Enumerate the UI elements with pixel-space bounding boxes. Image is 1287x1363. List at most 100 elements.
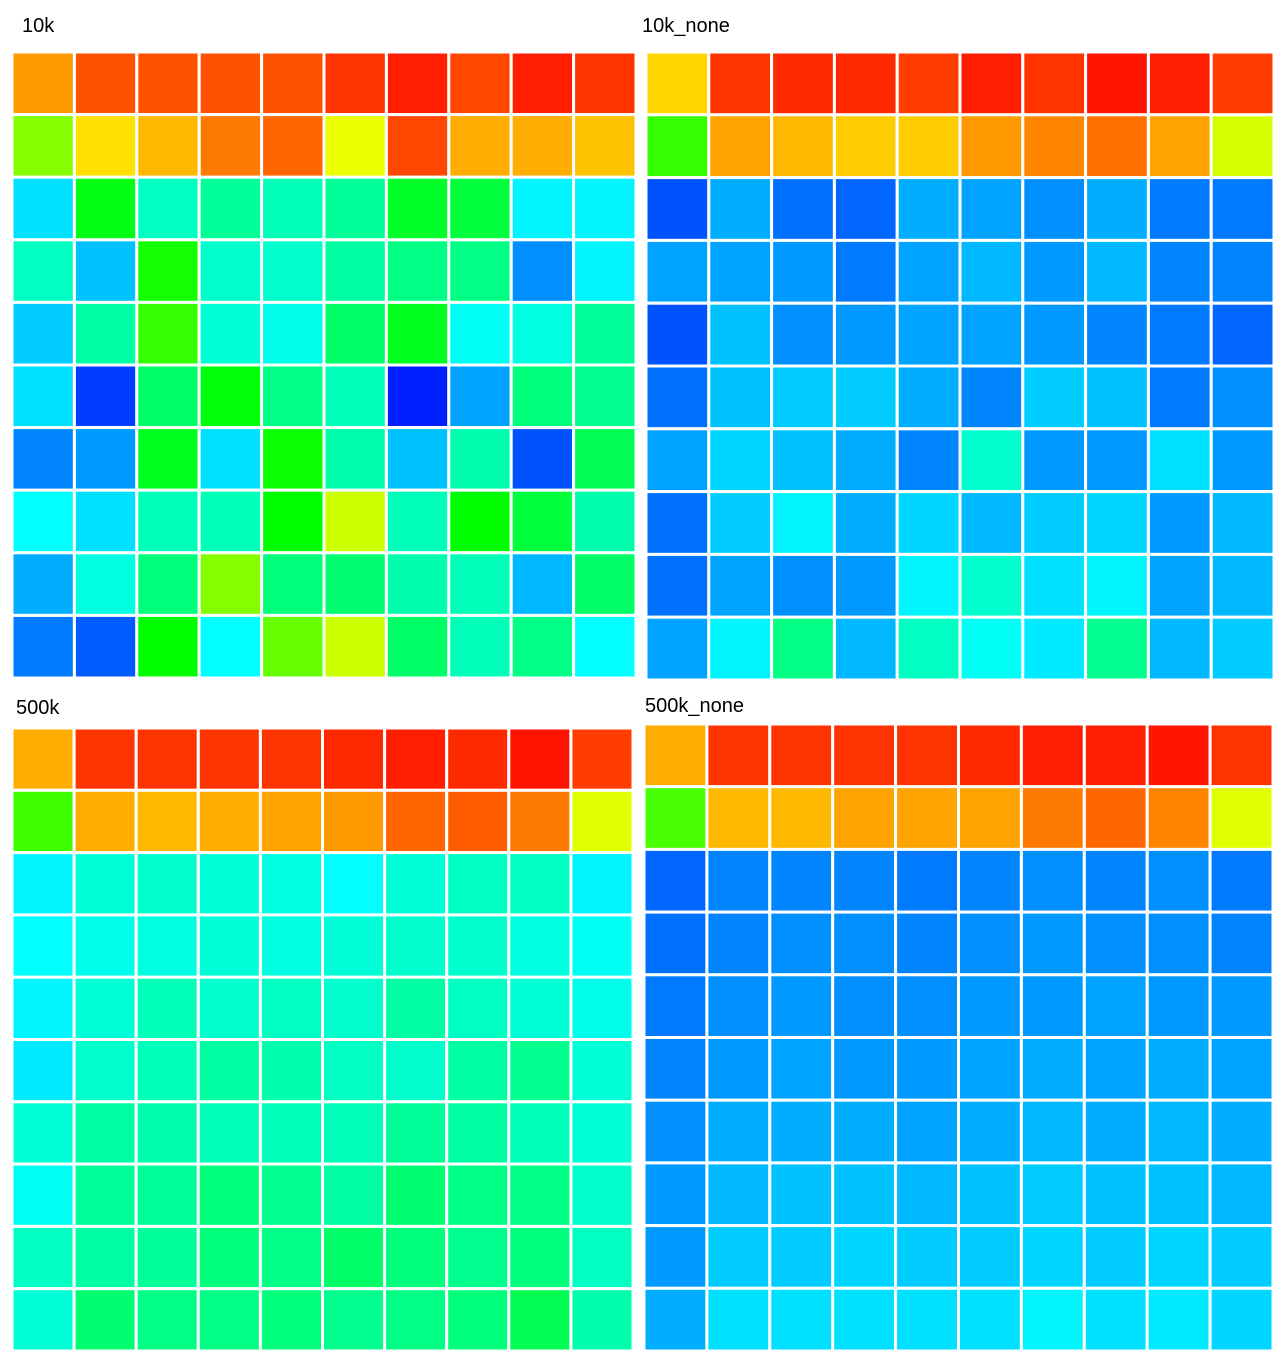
heatmap-cell [895,301,962,368]
heatmap-cell [507,1100,573,1166]
heatmap-cell [447,238,513,304]
heatmap-cell [134,1224,200,1291]
heatmap-cell [383,851,449,917]
heatmap-cell [196,1038,262,1104]
heatmap-cell [705,722,772,789]
heatmap-cell [1019,785,1086,851]
heatmap-cell [831,722,898,789]
panel-title: 10k_none [642,15,730,37]
heatmap-cell [642,785,709,851]
heatmap-cell [1209,301,1276,368]
heatmap-cell [1019,847,1086,914]
heatmap-cell [642,1098,709,1165]
heatmap-cell [322,613,388,680]
heatmap-cell [509,175,576,242]
heatmap-cell [135,300,201,367]
heatmap-cell [383,1100,449,1166]
heatmap-cell [134,1100,200,1166]
heatmap-cell [509,113,576,179]
heatmap-cell [384,363,451,430]
heatmap-cell [1209,364,1276,431]
heatmap-cell [447,113,513,179]
heatmap-cell [770,364,836,431]
heatmap-cell [832,238,899,305]
heatmap-cell [72,788,138,855]
heatmap-cell [321,1224,387,1291]
heatmap-cell [1208,910,1275,977]
heatmap-cell [1146,364,1213,431]
heatmap-cell [1146,113,1213,180]
heatmap-cell [507,913,573,979]
heatmap-cell [260,113,326,179]
heatmap-cell [10,426,76,492]
heatmap-cell [445,1287,511,1353]
heatmap-cell [1208,1036,1275,1102]
heatmap-cell [1082,1036,1149,1102]
heatmap-cell [1021,364,1088,431]
heatmap-cell [445,726,511,792]
heatmap-cell [957,1286,1023,1353]
heatmap-cell [1146,301,1213,368]
heatmap-cell [642,847,709,914]
heatmap-cell [10,300,76,367]
heatmap-cell [72,1224,138,1291]
heatmap-cell [196,1162,262,1228]
heatmap-cell [895,176,962,242]
heatmap-cell [895,615,962,682]
heatmap-cell [894,910,960,977]
heatmap-cell [507,788,573,855]
heatmap-cell [384,551,451,617]
heatmap-cell [768,910,835,977]
heatmap-cell [644,301,711,368]
heatmap-cell [1021,301,1088,368]
heatmap-cell [445,1162,511,1228]
heatmap-cell [957,847,1023,914]
heatmap-cell [895,113,962,180]
heatmap-cell [1209,427,1276,494]
heatmap-cell [321,788,387,855]
heatmap-cell [1146,50,1213,117]
heatmap-cell [831,1098,898,1165]
heatmap-cell [957,722,1023,789]
heatmap-cell [1146,427,1213,494]
heatmap-cell [10,50,76,117]
heatmap-cell [196,788,262,855]
heatmap-cell [1208,1161,1275,1228]
heatmap-cell [258,975,324,1042]
heatmap-cell [1082,1098,1149,1165]
heatmap-cell [447,363,513,430]
heatmap-cell [644,552,711,619]
heatmap-cell [957,910,1023,977]
heatmap-cell [135,613,201,680]
heatmap-cell [196,726,262,792]
heatmap-cell [770,176,836,242]
heatmap-cell [509,363,576,430]
heatmap-cell [768,1224,835,1290]
heatmap-cell [1145,847,1212,914]
heatmap-cell [10,113,76,179]
heatmap-cell [644,113,711,180]
heatmap-cell [1082,1161,1149,1228]
heatmap-cell [1145,910,1212,977]
heatmap-cell [445,1038,511,1104]
heatmap-cell [1209,615,1276,682]
heatmap-cell [705,1161,772,1228]
heatmap-cell [10,363,76,430]
panel-title: 500k_none [645,695,744,717]
heatmap-cell [260,50,326,117]
panel-title: 10k [22,15,55,37]
heatmap-cell [1084,490,1150,556]
heatmap-cell [134,726,200,792]
heatmap-cell [135,238,201,304]
heatmap-cell [572,50,638,117]
heatmap-cell [644,50,711,117]
heatmap-cell [1208,1286,1275,1353]
heatmap-cell [1084,364,1150,431]
heatmap-cell [321,1287,387,1353]
heatmap-cell [1084,113,1150,180]
heatmap-cell [321,975,387,1042]
heatmap-cell [507,975,573,1042]
heatmap-cell [258,851,324,917]
heatmap-cell [768,1286,835,1353]
heatmap-cell [957,1036,1023,1102]
